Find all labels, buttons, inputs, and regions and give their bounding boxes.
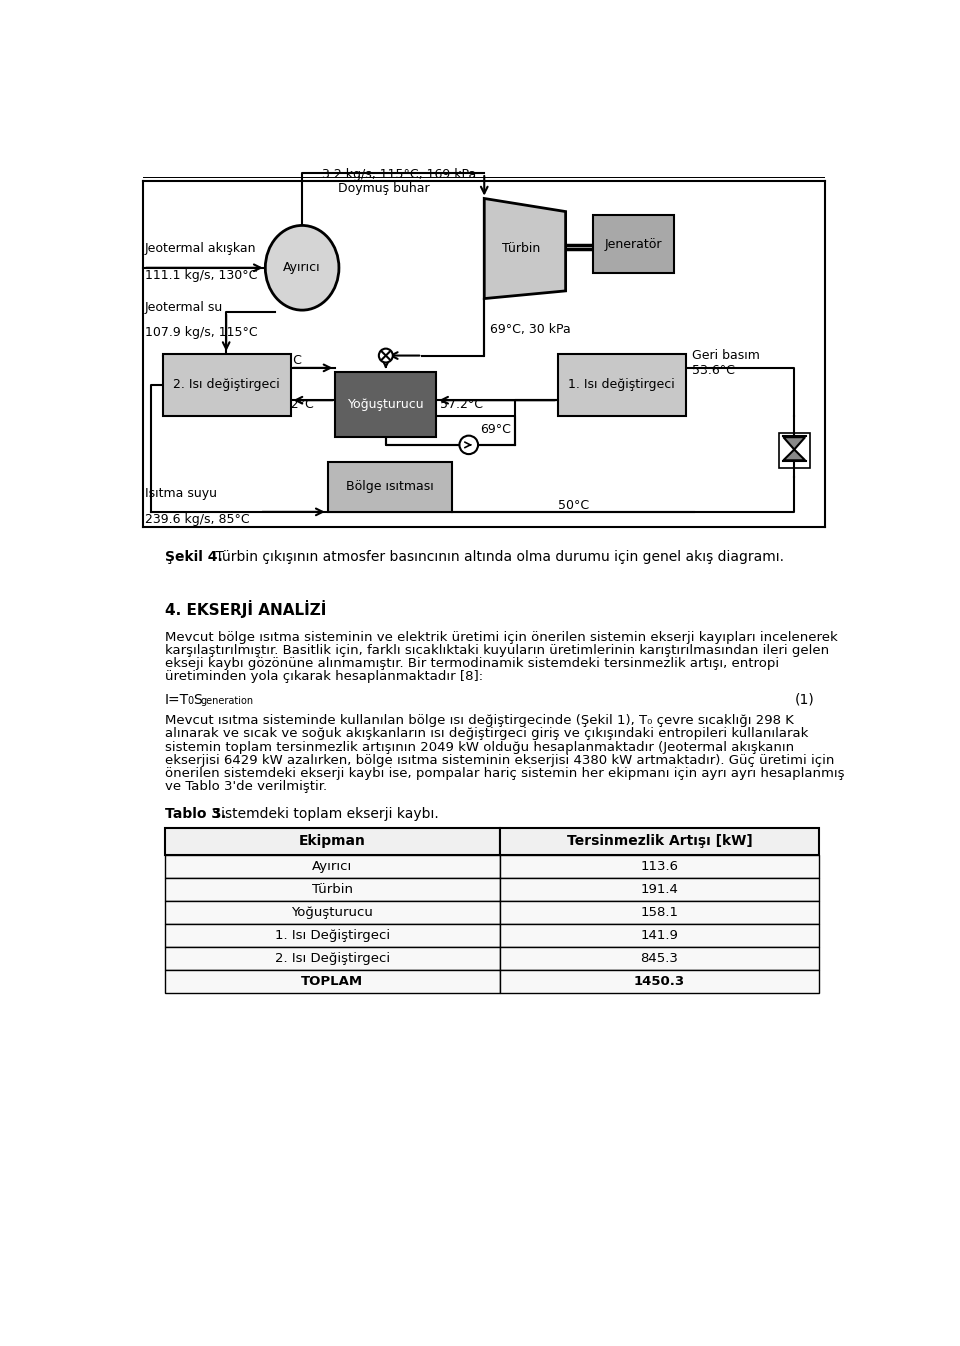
Text: 2. Isı Değiştirgeci: 2. Isı Değiştirgeci	[275, 952, 390, 965]
Text: Tersinmezlik Artışı [kW]: Tersinmezlik Artışı [kW]	[566, 835, 753, 848]
Text: generation: generation	[201, 696, 253, 705]
Text: Jeneratör: Jeneratör	[605, 238, 662, 250]
Text: 1. Isı değiştirgeci: 1. Isı değiştirgeci	[568, 378, 675, 392]
Text: 1. Isı Değiştirgeci: 1. Isı Değiştirgeci	[275, 929, 390, 942]
Circle shape	[460, 436, 478, 454]
Polygon shape	[484, 198, 565, 299]
Text: alınarak ve sıcak ve soğuk akışkanların ısı değiştirgeci giriş ve çıkışındaki en: alınarak ve sıcak ve soğuk akışkanların …	[165, 727, 808, 740]
Text: 4. EKSERJİ ANALİZİ: 4. EKSERJİ ANALİZİ	[165, 600, 326, 618]
Text: Türbin çıkışının atmosfer basıncının altında olma durumu için genel akış diagram: Türbin çıkışının atmosfer basıncının alt…	[210, 551, 783, 564]
Text: 239.6 kg/s, 85°C: 239.6 kg/s, 85°C	[145, 513, 250, 526]
Bar	[162, 354, 291, 416]
Text: Yoğuşturucu: Yoğuşturucu	[348, 398, 424, 411]
Text: Bölge ısıtması: Bölge ısıtması	[346, 481, 434, 494]
Bar	[165, 855, 500, 878]
Polygon shape	[783, 437, 805, 450]
Text: 3.2 kg/s, 115°C, 169 kPa: 3.2 kg/s, 115°C, 169 kPa	[322, 168, 476, 180]
Text: karşılaştırılmıştır. Basitlik için, farklı sıcaklıktaki kuyuların üretimlerinin : karşılaştırılmıştır. Basitlik için, fark…	[165, 645, 829, 657]
Text: 113.6: 113.6	[640, 860, 679, 872]
Text: 158.1: 158.1	[640, 906, 679, 919]
Bar	[592, 215, 674, 273]
Text: 1450.3: 1450.3	[634, 975, 685, 988]
Text: (1): (1)	[794, 693, 814, 707]
Text: 2. Isı değiştirgeci: 2. Isı değiştirgeci	[173, 378, 280, 392]
Text: 53.6°C: 53.6°C	[692, 365, 734, 377]
Text: Mevcut bölge ısıtma sisteminin ve elektrik üretimi için önerilen sistemin ekserj: Mevcut bölge ısıtma sisteminin ve elektr…	[165, 631, 838, 645]
Bar	[165, 900, 500, 923]
Text: Türbin: Türbin	[312, 883, 353, 895]
Bar	[165, 948, 500, 970]
Text: ve Tablo 3'de verilmiştir.: ve Tablo 3'de verilmiştir.	[165, 779, 327, 793]
Bar	[500, 970, 819, 993]
Text: Geri basım: Geri basım	[692, 349, 759, 362]
Text: üretiminden yola çıkarak hesaplanmaktadır [8]:: üretiminden yola çıkarak hesaplanmaktadı…	[165, 670, 483, 684]
Bar	[500, 923, 819, 948]
Bar	[165, 878, 500, 900]
Bar	[500, 948, 819, 970]
Text: 845.3: 845.3	[640, 952, 679, 965]
Text: Jeotermal su: Jeotermal su	[145, 302, 223, 314]
Text: Sistemdeki toplam ekserji kaybı.: Sistemdeki toplam ekserji kaybı.	[207, 806, 439, 821]
Ellipse shape	[265, 225, 339, 310]
Text: Yoğuşturucu: Yoğuşturucu	[292, 906, 373, 919]
Bar	[335, 371, 436, 437]
Bar	[500, 878, 819, 900]
Bar	[165, 828, 500, 855]
Bar	[165, 970, 500, 993]
Text: 69°C: 69°C	[271, 354, 302, 366]
Text: 107.9 kg/s, 115°C: 107.9 kg/s, 115°C	[145, 326, 257, 339]
Text: Mevcut ısıtma sisteminde kullanılan bölge ısı değiştirgecinde (Şekil 1), T₀ çevr: Mevcut ısıtma sisteminde kullanılan bölg…	[165, 715, 794, 727]
Text: önerilen sistemdeki ekserji kaybı ise, pompalar hariç sistemin her ekipmanı için: önerilen sistemdeki ekserji kaybı ise, p…	[165, 767, 845, 779]
Text: Tablo 3.: Tablo 3.	[165, 806, 227, 821]
Text: Türbin: Türbin	[502, 242, 540, 254]
Text: I=T: I=T	[165, 693, 189, 707]
Text: Isıtma suyu: Isıtma suyu	[145, 487, 217, 501]
Bar	[165, 923, 500, 948]
Text: TOPLAM: TOPLAM	[301, 975, 364, 988]
Text: 69°C, 30 kPa: 69°C, 30 kPa	[491, 323, 571, 336]
Text: Şekil 4.: Şekil 4.	[165, 551, 223, 564]
Text: 57.2°C: 57.2°C	[440, 397, 483, 411]
Bar	[327, 462, 452, 511]
Text: ekseji kaybı gözönüne alınmamıştır. Bir termodinamik sistemdeki tersinmezlik art: ekseji kaybı gözönüne alınmamıştır. Bir …	[165, 657, 780, 670]
Text: 64.2°C: 64.2°C	[271, 397, 314, 411]
Text: Ekipman: Ekipman	[299, 835, 366, 848]
Text: 111.1 kg/s, 130°C: 111.1 kg/s, 130°C	[145, 269, 257, 283]
Text: 191.4: 191.4	[640, 883, 679, 895]
Bar	[779, 432, 809, 468]
Text: Ayırıcı: Ayırıcı	[283, 261, 321, 275]
Text: S: S	[194, 693, 203, 707]
Circle shape	[379, 349, 393, 362]
Text: 69°C: 69°C	[480, 423, 512, 436]
Bar	[500, 900, 819, 923]
Polygon shape	[783, 450, 805, 460]
Bar	[558, 354, 685, 416]
Text: Doymuş buhar: Doymuş buhar	[338, 182, 429, 195]
Text: 0: 0	[187, 696, 194, 705]
Bar	[500, 855, 819, 878]
Text: sistemin toplam tersinmezlik artışının 2049 kW olduğu hesaplanmaktadır (Jeoterma: sistemin toplam tersinmezlik artışının 2…	[165, 740, 794, 754]
Text: Ayırıcı: Ayırıcı	[312, 860, 352, 872]
Text: Jeotermal akışkan: Jeotermal akışkan	[145, 242, 256, 256]
Bar	[500, 828, 819, 855]
Text: 141.9: 141.9	[640, 929, 679, 942]
Text: ekserjisi 6429 kW azalırken, bölge ısıtma sisteminin ekserjisi 4380 kW artmaktad: ekserjisi 6429 kW azalırken, bölge ısıtm…	[165, 754, 834, 767]
Text: 50°C: 50°C	[558, 499, 589, 513]
